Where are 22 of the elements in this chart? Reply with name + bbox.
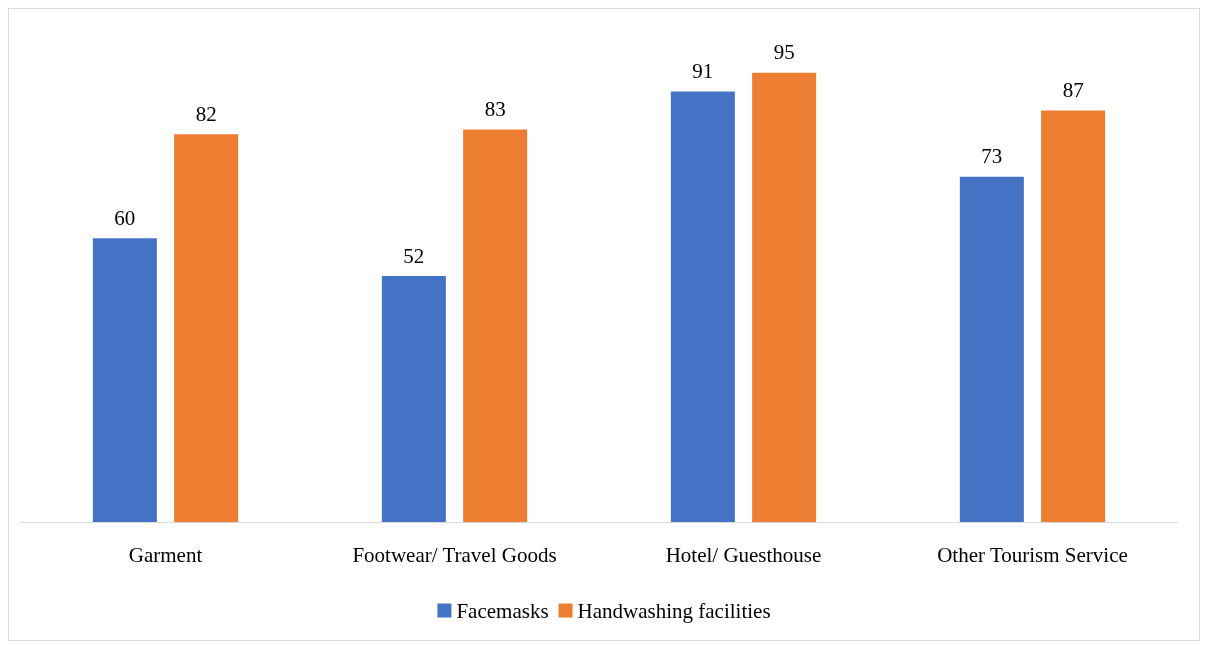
legend-label: Handwashing facilities xyxy=(577,598,771,623)
data-label: 52 xyxy=(403,243,425,268)
bar xyxy=(670,91,735,522)
bar xyxy=(92,238,157,522)
data-label: 83 xyxy=(484,96,506,121)
data-label: 73 xyxy=(981,144,1003,169)
bar xyxy=(959,176,1024,522)
bar xyxy=(463,129,528,522)
x-tick-label: Garment xyxy=(128,542,203,567)
bar xyxy=(174,134,239,522)
data-label: 82 xyxy=(195,101,217,126)
bar xyxy=(1041,110,1106,522)
data-label: 60 xyxy=(114,205,136,230)
legend-label: Facemasks xyxy=(456,598,549,623)
x-tick-label: Other Tourism Service xyxy=(937,542,1128,567)
data-label: 91 xyxy=(692,59,714,84)
bar xyxy=(752,72,817,522)
bar xyxy=(381,276,446,522)
data-label: 95 xyxy=(773,40,795,65)
data-label: 87 xyxy=(1062,77,1084,102)
x-tick-label: Footwear/ Travel Goods xyxy=(352,542,557,567)
x-tick-label: Hotel/ Guesthouse xyxy=(665,542,822,567)
